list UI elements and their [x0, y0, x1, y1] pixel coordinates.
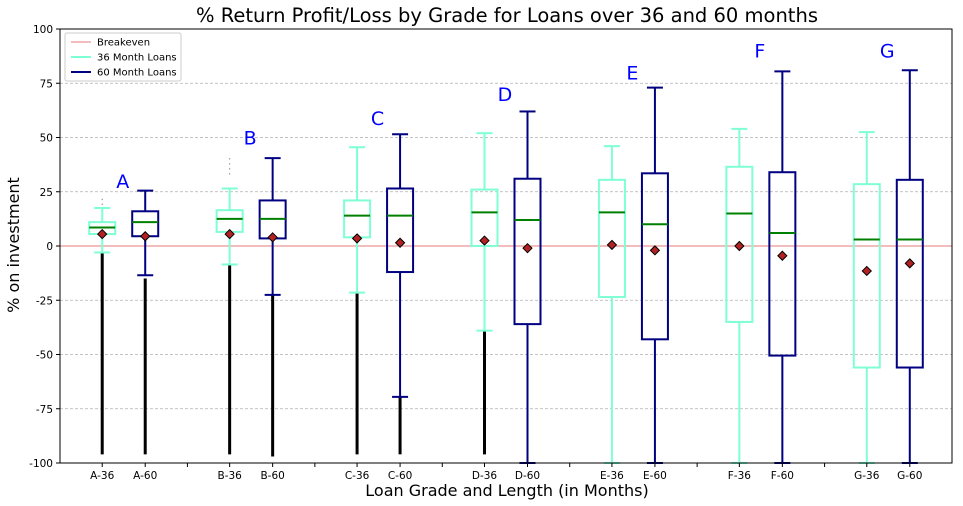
box-e-36	[597, 178, 626, 298]
box-f-60	[768, 171, 797, 357]
legend-label: Breakeven	[97, 38, 150, 49]
grade-label: C	[371, 108, 384, 130]
mean-marker	[479, 235, 490, 246]
y-tick-label: 0	[46, 241, 53, 253]
y-tick-label: -25	[36, 295, 53, 307]
chart-title: % Return Profit/Loss by Grade for Loans …	[196, 4, 818, 27]
box-c-60	[386, 187, 415, 274]
legend-box	[64, 32, 182, 82]
x-tick-label: B-36	[217, 470, 242, 482]
legend-label: 36 Month Loans	[97, 53, 177, 64]
mean-marker	[97, 228, 108, 240]
x-tick-label: E-60	[643, 470, 667, 482]
mean-marker	[734, 240, 745, 252]
x-tick-label: F-36	[728, 470, 752, 482]
box-g-60	[895, 178, 924, 369]
axes: -100 -75 -50 -25 0 25 50 75 100 A-36 A-60 B-36 B-60 C…	[29, 24, 953, 482]
mean-marker	[861, 265, 872, 277]
grade-label: F	[754, 41, 765, 63]
x-tick-label: D-36	[472, 470, 498, 482]
x-tick-label: A-36	[90, 470, 114, 482]
y-tick-label: -50	[36, 350, 53, 362]
box-g-36	[852, 183, 881, 369]
legend-label: 60 Month Loans	[97, 68, 177, 79]
x-tick-label: C-36	[345, 470, 370, 482]
y-tick-label: -100	[29, 458, 53, 470]
mean-marker	[522, 242, 533, 254]
x-tick-label: D-60	[515, 470, 540, 482]
mean-marker	[140, 231, 151, 242]
box-d-36	[470, 188, 499, 247]
y-axis-label: % on investment	[4, 177, 23, 313]
mean-marker	[606, 239, 618, 251]
mean-marker	[224, 228, 235, 240]
box-b-36	[215, 209, 244, 233]
grade-label: B	[244, 128, 257, 150]
x-tick-label: G-60	[897, 470, 922, 482]
y-tick-label: 25	[40, 187, 53, 199]
y-tick-label: -75	[36, 404, 53, 416]
box-e-60	[640, 172, 669, 341]
x-tick-label: A-60	[133, 470, 157, 482]
legend: Breakeven 36 Month Loans 60 Month Loans	[64, 32, 182, 82]
x-tick-label: C-60	[388, 470, 412, 482]
plot-frame	[59, 28, 953, 464]
x-tick-label: F-60	[771, 470, 794, 482]
mean-marker	[904, 258, 915, 269]
y-tick-label: 75	[40, 78, 53, 90]
x-tick-label: B-60	[260, 470, 284, 482]
box-c-36	[343, 199, 372, 239]
grade-label: G	[880, 41, 895, 63]
grade-label: E	[626, 62, 638, 84]
y-tick-label: 50	[40, 133, 53, 145]
y-tick-label: 100	[33, 24, 53, 36]
mean-marker	[267, 232, 278, 243]
x-axis-label: Loan Grade and Length (in Months)	[365, 481, 648, 500]
mean-marker	[777, 250, 788, 261]
mean-marker	[394, 237, 406, 248]
box-f-36	[725, 165, 754, 323]
x-tick-label: E-36	[600, 470, 624, 482]
mean-marker	[649, 245, 661, 256]
grade-label: D	[498, 84, 513, 106]
box-d-60	[513, 177, 542, 326]
boxes: A B C D E F G	[88, 41, 924, 464]
mean-marker	[351, 233, 363, 244]
grade-label: A	[116, 171, 129, 193]
x-tick-label: G-36	[854, 470, 880, 482]
